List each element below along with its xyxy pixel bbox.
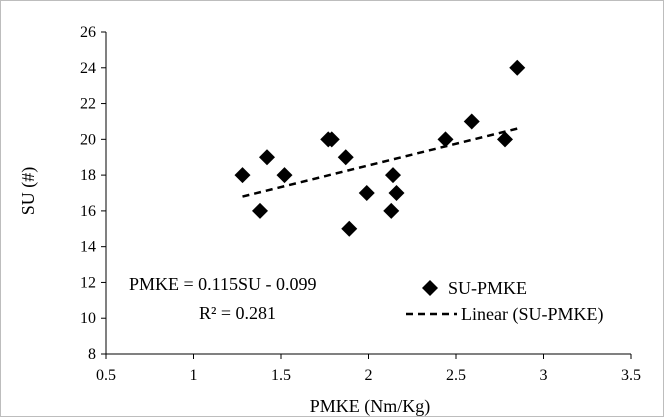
y-tick-label: 20: [80, 131, 96, 148]
x-tick-label: 2.5: [446, 367, 466, 384]
data-point: [341, 220, 358, 237]
data-point: [509, 59, 526, 76]
data-point: [385, 167, 401, 184]
y-tick-label: 22: [80, 96, 96, 113]
data-point: [497, 131, 513, 148]
legend-label-scatter: SU-PMKE: [448, 278, 527, 298]
y-tick-label: 16: [80, 203, 96, 220]
data-point: [388, 185, 405, 201]
data-point: [358, 185, 375, 201]
x-tick-label: 3: [540, 367, 548, 384]
r-squared-label: R² = 0.281: [199, 303, 276, 323]
x-tick-label: 3.5: [621, 367, 641, 384]
legend: SU-PMKE Linear (SU-PMKE): [406, 278, 603, 325]
x-axis-title: PMKE (Nm/Kg): [310, 396, 431, 417]
points-layer: [234, 59, 526, 237]
y-tick-label: 26: [80, 24, 96, 41]
y-tick-label: 24: [80, 60, 96, 77]
data-point: [234, 167, 251, 184]
data-point: [337, 149, 354, 166]
trendline: [242, 127, 518, 198]
legend-diamond-marker: [422, 280, 438, 296]
legend-label-trendline: Linear (SU-PMKE): [461, 304, 603, 325]
y-tick-label: 18: [80, 167, 96, 184]
data-point: [437, 131, 454, 148]
y-tick-label: 10: [80, 310, 96, 327]
axes: 8 10 12 14 16 18 20 22 24 26 0.5 1 1.5 2 2.5 3 3.5: [80, 24, 641, 384]
x-tick-label: 0.5: [96, 367, 116, 384]
data-point: [323, 131, 340, 148]
y-tick-label: 12: [80, 274, 96, 291]
x-tick-label: 1: [190, 367, 198, 384]
y-tick-label: 8: [88, 346, 96, 363]
data-point: [383, 202, 400, 219]
x-tick-label: 1.5: [271, 367, 291, 384]
data-point: [276, 167, 293, 184]
data-point: [463, 113, 480, 130]
regression-equation: PMKE = 0.115SU - 0.099: [129, 274, 317, 294]
x-tick-label: 2: [365, 367, 373, 384]
trendline-layer: [242, 127, 518, 198]
data-point: [252, 202, 268, 219]
data-point: [259, 149, 275, 166]
y-axis-title: SU (#): [18, 167, 39, 216]
y-tick-label: 14: [80, 239, 96, 256]
